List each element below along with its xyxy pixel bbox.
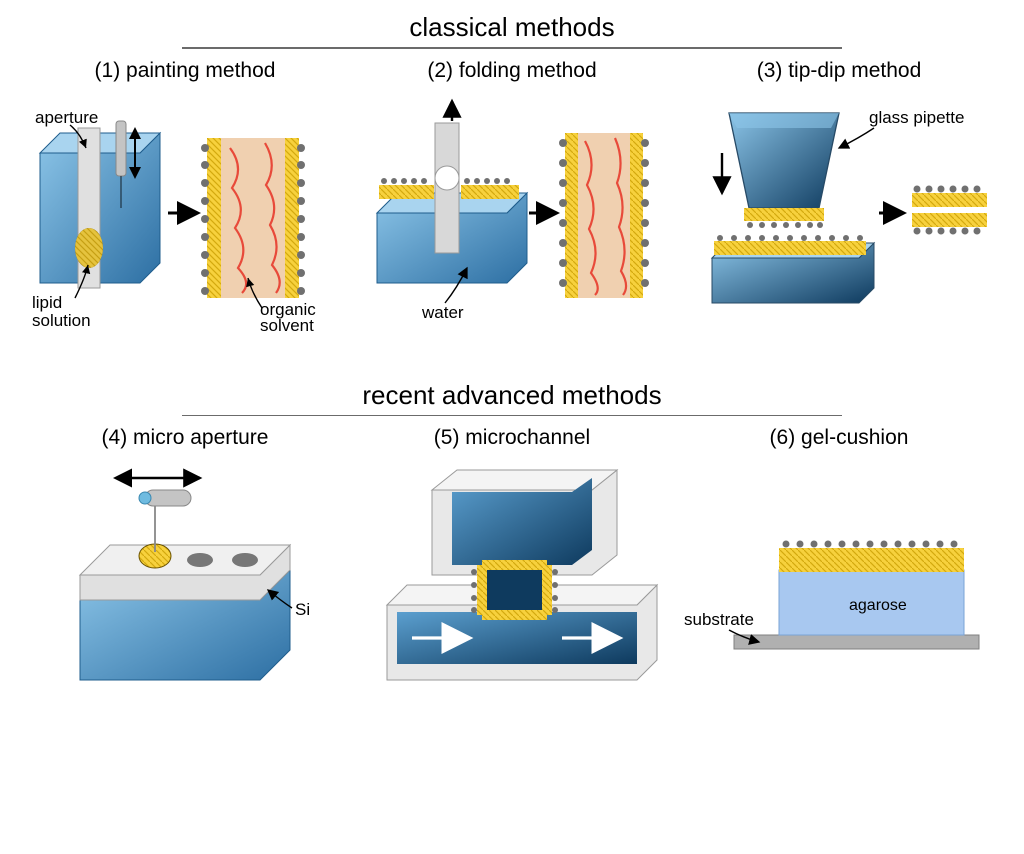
- panel-title: (1) painting method: [30, 59, 340, 83]
- label-water: water: [421, 303, 464, 322]
- label-glass-pipette: glass pipette: [869, 108, 964, 127]
- panel-tipdip: (3) tip-dip method: [684, 59, 994, 338]
- rule-line: [182, 47, 842, 49]
- glass-pipette: [729, 113, 839, 208]
- water-bath: [712, 235, 874, 303]
- bilayer-on-gel: [779, 541, 964, 573]
- panel-folding: (2) folding method: [357, 59, 667, 338]
- panels-row-top: (1) painting method: [0, 59, 1024, 338]
- panel-title: (5) microchannel: [357, 426, 667, 450]
- illustration-microchannel: [357, 460, 667, 700]
- si-chip: [80, 544, 290, 680]
- panel-title: (2) folding method: [357, 59, 667, 83]
- partition: [435, 123, 459, 253]
- illustration-folding: water: [357, 93, 667, 333]
- illustration-gelcushion: agarose substrate: [684, 460, 994, 700]
- label-si: Si: [295, 600, 310, 619]
- panel-gelcushion: (6) gel-cushion agarose: [684, 426, 994, 705]
- section-title-classical: classical methods: [0, 12, 1024, 43]
- bilayer-junction: [471, 560, 558, 620]
- label-agarose: agarose: [849, 597, 907, 614]
- bilayer-result: [201, 138, 305, 298]
- panel-title: (6) gel-cushion: [684, 426, 994, 450]
- panel-microchannel: (5) microchannel: [357, 426, 667, 705]
- rule-classical: [0, 47, 1024, 49]
- rule-line: [182, 415, 842, 417]
- illustration-microaperture: Si: [30, 460, 340, 700]
- panel-title: (4) micro aperture: [30, 426, 340, 450]
- water-block: [40, 128, 160, 288]
- panel-microaperture: (4) micro aperture: [30, 426, 340, 705]
- substrate: [734, 635, 979, 649]
- rule-recent: [0, 415, 1024, 417]
- panels-row-bottom: (4) micro aperture: [0, 426, 1024, 705]
- label-organic-solvent: organicsolvent: [260, 300, 316, 333]
- bilayer-result: [559, 133, 649, 298]
- upper-chamber: [432, 470, 617, 575]
- section-title-recent: recent advanced methods: [0, 380, 1024, 411]
- panel-painting: (1) painting method: [30, 59, 340, 338]
- illustration-tipdip: glass pipette: [684, 93, 994, 333]
- inkjet-tip: [139, 490, 191, 552]
- panel-title: (3) tip-dip method: [684, 59, 994, 83]
- illustration-painting: aperture lipidsolution: [30, 93, 340, 333]
- bilayer-result: [912, 185, 987, 234]
- label-lipid-solution: lipidsolution: [32, 293, 91, 330]
- label-aperture: aperture: [35, 108, 98, 127]
- label-substrate: substrate: [684, 610, 754, 629]
